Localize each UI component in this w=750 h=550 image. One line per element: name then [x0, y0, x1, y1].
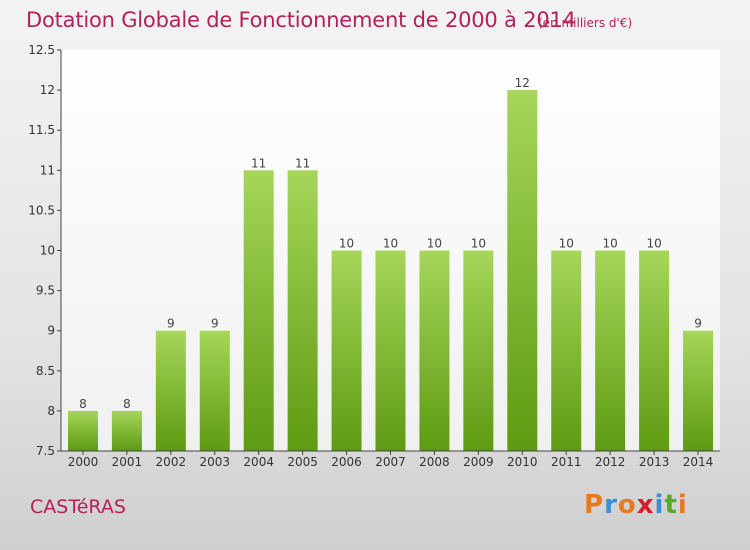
- logo-letter: x: [636, 490, 655, 520]
- bar-2007: [375, 250, 406, 451]
- logo-letter: i: [654, 490, 665, 520]
- x-tick-label: 2001: [112, 455, 143, 469]
- y-tick-label: 11.5: [28, 123, 55, 137]
- y-tick-label: 8: [47, 404, 55, 418]
- x-tick-label: 2004: [243, 455, 274, 469]
- bar-value-label: 10: [646, 237, 661, 251]
- logo-letter: i: [677, 490, 688, 520]
- x-axis: 2000 2001 2002 2003 2004 2005 2006 2007 2008 2009…: [61, 450, 720, 469]
- bar-value-label: 10: [339, 237, 354, 251]
- y-tick-label: 12.5: [28, 43, 55, 57]
- bar-2004: [243, 170, 274, 452]
- x-tick-label: 2010: [507, 455, 538, 469]
- y-axis: 7.5 8 8.5 9 9.5 10 10.5 11 11.5 12 12.5: [28, 43, 62, 458]
- logo-letter: r: [604, 490, 618, 520]
- bar-2014: [683, 330, 714, 451]
- x-tick-label: 2009: [463, 455, 494, 469]
- bar-2000: [67, 410, 98, 451]
- bar-value-label: 8: [79, 397, 87, 411]
- bar-2009: [463, 250, 494, 451]
- y-tick-label: 11: [40, 163, 55, 177]
- x-tick-label: 2003: [199, 455, 230, 469]
- x-tick-label: 2007: [375, 455, 406, 469]
- bar-2012: [595, 250, 626, 451]
- x-tick-label: 2005: [287, 455, 318, 469]
- chart-units: (en milliers d'€): [538, 16, 633, 30]
- bar-2013: [639, 250, 670, 451]
- x-tick-label: 2013: [639, 455, 670, 469]
- bar-2006: [331, 250, 362, 451]
- chart-title: Dotation Globale de Fonctionnement de 20…: [26, 8, 576, 32]
- y-tick-label: 8.5: [36, 364, 55, 378]
- bar-2003: [199, 330, 230, 451]
- x-tick-label: 2000: [68, 455, 99, 469]
- bar-value-label: 10: [427, 237, 442, 251]
- bars-group: 8 8 9 9 11 11 10 10 10 10 12 10 10 10 9: [67, 76, 714, 452]
- bar-value-label: 11: [251, 156, 266, 170]
- y-tick-label: 12: [40, 83, 55, 97]
- y-tick-label: 9.5: [36, 284, 55, 298]
- bar-value-label: 9: [211, 317, 219, 331]
- x-tick-label: 2011: [551, 455, 582, 469]
- proxiti-logo: Proxiti: [584, 490, 688, 520]
- bar-2010: [507, 90, 538, 451]
- logo-letter: o: [617, 490, 637, 520]
- y-tick-label: 10: [40, 244, 55, 258]
- x-tick-label: 2002: [156, 455, 187, 469]
- y-tick-label: 7.5: [36, 444, 55, 458]
- bar-2001: [111, 410, 142, 451]
- y-tick-label: 10.5: [28, 203, 55, 217]
- x-tick-label: 2012: [595, 455, 626, 469]
- bar-value-label: 12: [515, 76, 530, 90]
- bar-value-label: 9: [694, 317, 702, 331]
- bar-2002: [155, 330, 186, 451]
- x-tick-label: 2014: [683, 455, 714, 469]
- town-name: CASTéRAS: [30, 496, 126, 518]
- bar-value-label: 10: [559, 237, 574, 251]
- bar-value-label: 10: [603, 237, 618, 251]
- bar-2008: [419, 250, 450, 451]
- bar-value-label: 10: [471, 237, 486, 251]
- bar-value-label: 9: [167, 317, 175, 331]
- logo-letter: P: [584, 490, 605, 520]
- bar-value-label: 11: [295, 156, 310, 170]
- bar-2005: [287, 170, 318, 452]
- x-tick-label: 2006: [331, 455, 362, 469]
- bar-2011: [551, 250, 582, 451]
- bar-value-label: 10: [383, 237, 398, 251]
- logo-letter: t: [664, 490, 678, 520]
- y-tick-label: 9: [47, 324, 55, 338]
- x-tick-label: 2008: [419, 455, 450, 469]
- bar-value-label: 8: [123, 397, 131, 411]
